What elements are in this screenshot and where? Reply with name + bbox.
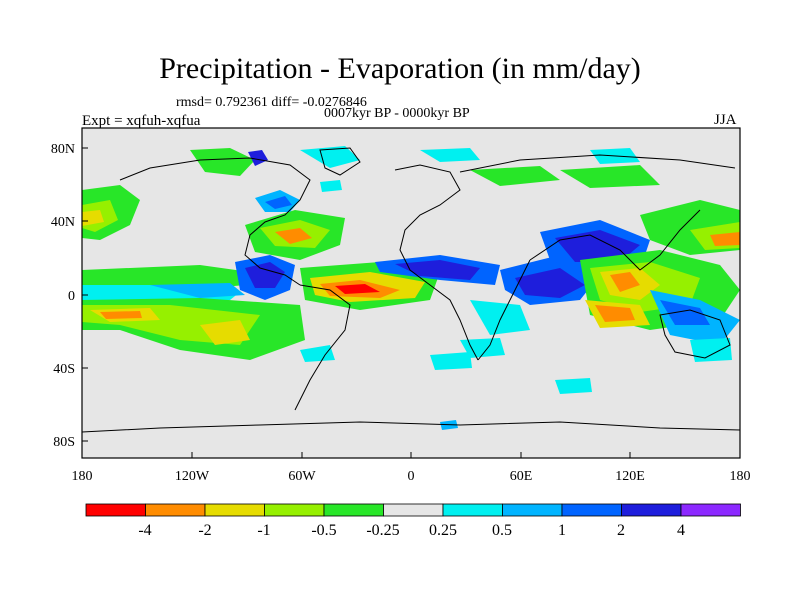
colorbar-label: -1 [257, 522, 270, 539]
lat-label-40s: 40S [53, 362, 75, 377]
colorbar-swatch [145, 503, 206, 517]
latitude-axis: 80N 40N 0 40S 80S [51, 142, 88, 450]
lat-label-80n: 80N [51, 142, 75, 157]
colorbar-labels: -4 -2 -1 -0.5 -0.25 0.25 0.5 1 2 4 [138, 522, 685, 539]
colorbar-label: -4 [138, 522, 151, 539]
colorbar: -4 -2 -1 -0.5 -0.25 0.25 0.5 1 2 4 [85, 503, 741, 539]
colorbar-label: -2 [198, 522, 211, 539]
lon-label-0: 0 [408, 469, 415, 484]
colorbar-swatch [680, 503, 741, 517]
colorbar-swatch [383, 503, 444, 517]
longitude-axis: 180 120W 60W 0 60E 120E 180 [72, 452, 751, 484]
colorbar-swatches [85, 503, 741, 517]
lon-label-60e: 60E [510, 469, 533, 484]
experiment-label: Expt = xqfuh-xqfua [82, 113, 201, 129]
lat-label-40n: 40N [51, 215, 75, 230]
colorbar-label: -0.5 [311, 522, 336, 539]
colorbar-swatch [264, 503, 325, 517]
lat-label-0: 0 [68, 289, 75, 304]
lon-label-120e: 120E [615, 469, 645, 484]
colorbar-label: 1 [558, 522, 566, 539]
colorbar-label: -0.25 [366, 522, 399, 539]
colorbar-label: 0.25 [429, 522, 457, 539]
plot-title: Precipitation - Evaporation (in mm/day) [159, 52, 641, 85]
coastlines [82, 147, 740, 433]
colorbar-swatch [621, 503, 682, 517]
lon-label-180w: 180 [72, 469, 93, 484]
precipitation-field [82, 128, 740, 458]
colorbar-swatch [204, 503, 265, 517]
lon-label-60w: 60W [288, 469, 316, 484]
colorbar-swatch [85, 503, 146, 517]
colorbar-swatch [502, 503, 563, 517]
colorbar-label: 4 [677, 522, 685, 539]
season-label: JJA [714, 112, 737, 128]
lon-label-120w: 120W [175, 469, 210, 484]
lon-label-180e: 180 [730, 469, 751, 484]
lat-label-80s: 80S [53, 435, 75, 450]
colorbar-swatch [323, 503, 384, 517]
colorbar-label: 2 [617, 522, 625, 539]
period-label: 0007kyr BP - 0000kyr BP [324, 106, 470, 121]
colorbar-label: 0.5 [492, 522, 512, 539]
rmsd-diff-stats: rmsd= 0.792361 diff= -0.0276846 [176, 95, 367, 110]
colorbar-swatch [561, 503, 622, 517]
colorbar-swatch [442, 503, 503, 517]
